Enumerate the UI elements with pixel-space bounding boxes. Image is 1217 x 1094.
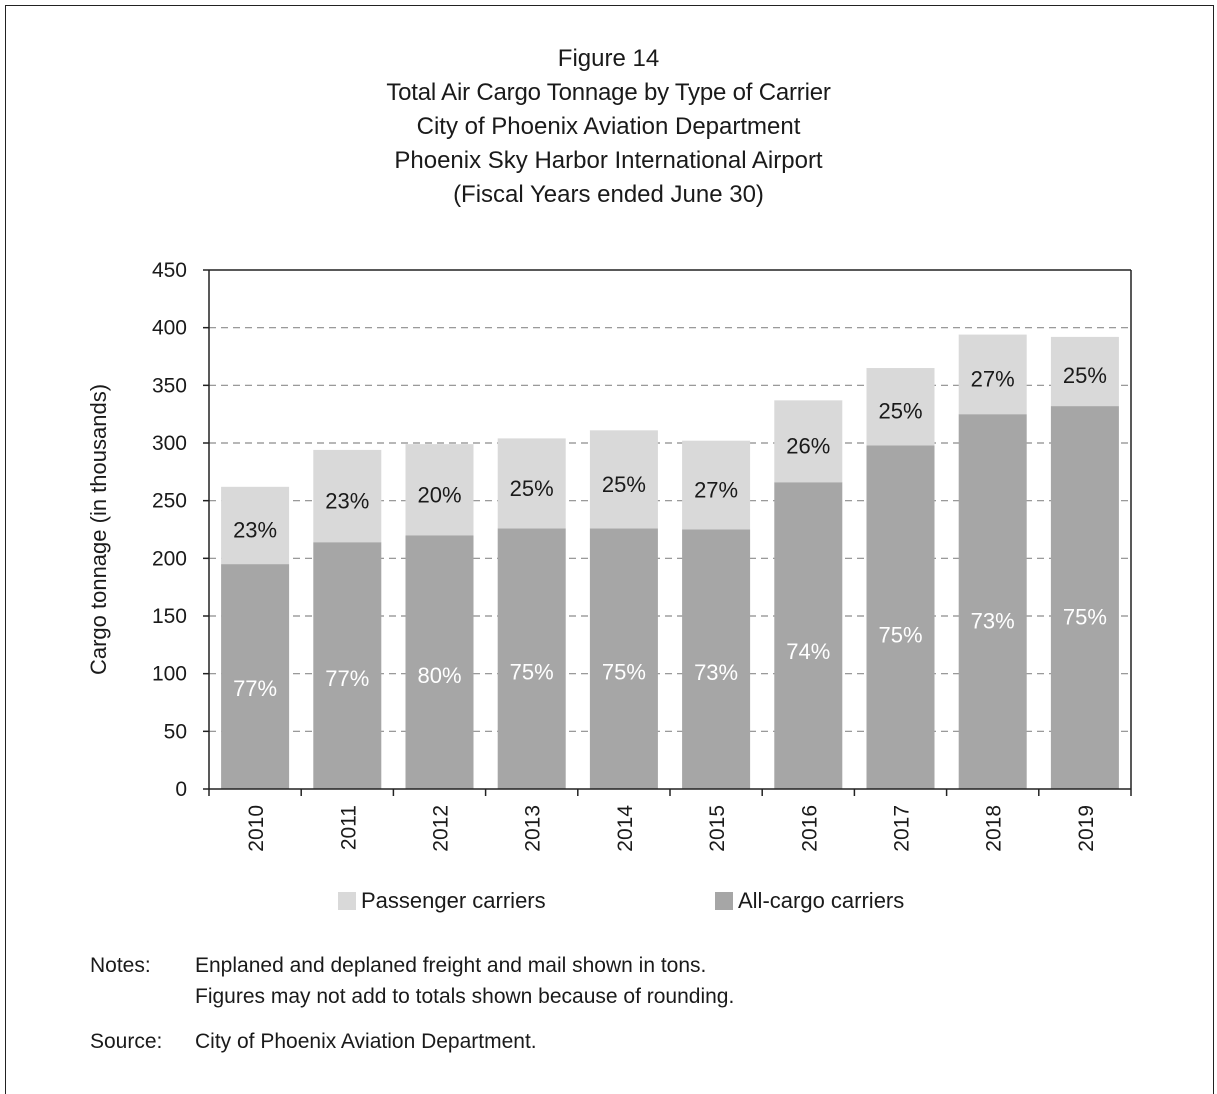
chart-subtitle-department: City of Phoenix Aviation Department [416,113,801,140]
bar-passenger-2018 [958,334,1027,415]
bar-passenger-2011 [313,449,382,543]
y-tick-label-50: 50 [164,720,187,743]
data-label-passenger-2011: 23% [325,489,369,514]
y-tick-label-350: 350 [152,374,187,397]
bar-passenger-2015 [682,440,751,530]
bar-passenger-2017 [866,368,935,446]
data-label-allcargo-2018: 73% [971,608,1015,633]
y-tick-label-200: 200 [152,547,187,570]
chart-title-block: Figure 14 Total Air Cargo Tonnage by Typ… [0,42,1217,212]
data-label-allcargo-2017: 75% [878,622,922,647]
notes-row-1: Notes: Enplaned and deplaned freight and… [90,950,734,981]
legend-label-passenger: Passenger carriers [361,888,546,913]
y-tick-label-250: 250 [152,490,187,513]
x-tick-label-2016: 2016 [798,805,821,852]
x-tick-label-2011: 2011 [337,805,360,850]
bar-allcargo-2010 [221,564,290,789]
legend-item-allcargo: All-cargo carriers [715,888,904,914]
bar-passenger-2016 [774,400,843,483]
bar-allcargo-2017 [866,445,935,789]
chart-legend: Passenger carriers All-cargo carriers [0,888,1217,918]
x-tick-label-2017: 2017 [891,805,914,852]
x-tick-label-2013: 2013 [522,805,545,852]
notes-label-spacer [90,981,195,1012]
bar-allcargo-2015 [682,529,751,789]
legend-swatch-passenger [338,892,356,910]
bar-passenger-2010 [221,486,290,565]
note-line-2: Figures may not add to totals shown beca… [195,985,735,1008]
data-label-allcargo-2011: 77% [325,666,369,691]
bar-allcargo-2011 [313,542,382,789]
bar-passenger-2014 [589,430,658,529]
data-label-passenger-2014: 25% [602,472,646,497]
bar-allcargo-2012 [405,535,474,789]
legend-item-passenger: Passenger carriers [338,888,546,914]
x-tick-label-2018: 2018 [983,805,1006,852]
source-label: Source: [90,1030,163,1053]
y-tick-label-100: 100 [152,663,187,686]
bar-allcargo-2013 [497,528,566,789]
legend-label-allcargo: All-cargo carriers [738,888,905,913]
y-axis-title: Cargo tonnage (in thousands) [86,384,111,675]
data-label-allcargo-2010: 77% [233,676,277,701]
data-label-passenger-2017: 25% [878,399,922,424]
chart-title: Total Air Cargo Tonnage by Type of Carri… [386,79,831,106]
data-label-passenger-2019: 25% [1063,363,1107,388]
bar-passenger-2012 [405,444,474,536]
x-tick-label-2012: 2012 [430,805,453,852]
source-text: City of Phoenix Aviation Department. [195,1030,537,1053]
bar-passenger-2019 [1050,336,1119,407]
data-label-allcargo-2013: 75% [510,660,554,685]
y-tick-label-450: 450 [152,259,187,282]
data-label-allcargo-2012: 80% [417,663,461,688]
bar-allcargo-2018 [958,414,1027,789]
chart-subtitle-airport: Phoenix Sky Harbor International Airport [394,147,823,174]
data-label-passenger-2016: 26% [786,433,830,458]
bar-allcargo-2016 [774,482,843,789]
chart-subtitle-period: (Fiscal Years ended June 30) [453,181,764,208]
bar-allcargo-2014 [589,528,658,789]
notes-row-2: Figures may not add to totals shown beca… [90,981,734,1012]
figure-frame [5,5,1214,1094]
data-label-allcargo-2015: 73% [694,660,738,685]
x-tick-label-2015: 2015 [706,805,729,852]
data-label-passenger-2018: 27% [971,366,1015,391]
data-label-allcargo-2019: 75% [1063,605,1107,630]
data-label-allcargo-2014: 75% [602,660,646,685]
data-label-allcargo-2016: 74% [786,639,830,664]
bar-allcargo-2019 [1050,406,1119,789]
note-line-1: Enplaned and deplaned freight and mail s… [195,954,707,977]
data-label-passenger-2010: 23% [233,517,277,542]
chart-notes: Notes: Enplaned and deplaned freight and… [90,950,734,1057]
notes-label: Notes: [90,954,151,977]
figure-number: Figure 14 [557,45,660,72]
y-tick-label-400: 400 [152,317,187,340]
y-tick-label-150: 150 [152,605,187,628]
data-label-passenger-2012: 20% [417,482,461,507]
data-label-passenger-2013: 25% [510,476,554,501]
y-tick-label-0: 0 [175,778,187,801]
x-tick-label-2010: 2010 [245,805,268,852]
y-tick-label-300: 300 [152,432,187,455]
x-tick-label-2014: 2014 [614,805,637,852]
bar-passenger-2013 [497,438,566,529]
legend-swatch-allcargo [715,892,733,910]
data-label-passenger-2015: 27% [694,478,738,503]
source-row: Source: City of Phoenix Aviation Departm… [90,1026,734,1057]
x-tick-label-2019: 2019 [1075,805,1098,852]
